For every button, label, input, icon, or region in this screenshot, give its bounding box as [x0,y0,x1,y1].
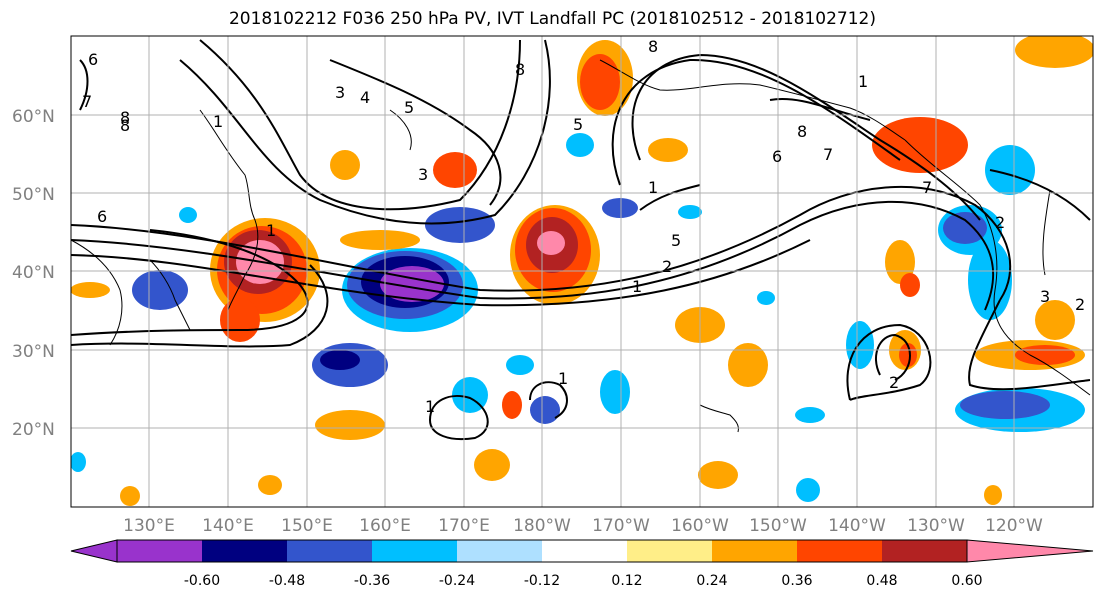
contour-label: 8 [515,60,525,79]
colorbar: -0.60 -0.48 -0.36 -0.24 -0.12 0.12 0.24 … [70,539,1094,589]
longitude-label: 180°W [513,516,571,536]
contour-label: 7 [922,178,932,197]
longitude-label: 160°W [671,516,729,536]
contour-label: 2 [662,257,672,276]
longitude-label: 140°W [828,516,886,536]
grid-lines [71,36,1093,507]
colorbar-segment [797,540,882,562]
colorbar-extend-low [70,539,118,563]
longitude-label: 150°E [281,516,333,536]
contour-label: 8 [797,122,807,141]
coastlines [71,59,1091,433]
latitude-label: 20°N [12,420,55,440]
colorbar-segment [627,540,712,562]
latitude-label: 50°N [12,185,55,205]
colorbar-segment [712,540,797,562]
colorbar-segment [457,540,542,562]
colorbar-tick-label: -0.36 [354,573,390,589]
contour-label: 8 [120,116,130,135]
colorbar-tick-label: -0.12 [524,573,560,589]
map-title: 2018102212 F036 250 hPa PV, IVT Landfall… [228,9,876,29]
contour-label: 1 [266,221,276,240]
contour-label: 1 [648,178,658,197]
contour-label: 8 [120,108,130,127]
contour-label: 1 [632,277,642,296]
longitude-label: 130°W [907,516,965,536]
contour-label: 7 [82,92,92,111]
colorbar-segment [117,540,202,562]
longitude-label: 140°E [202,516,254,536]
contour-label: 3 [418,165,428,184]
contour-label: 3 [335,83,345,102]
contour-label: 2 [889,373,899,392]
contour-label: 1 [858,72,868,91]
contour-label: 7 [823,145,833,164]
colorbar-tick-label: 0.12 [611,573,642,589]
contour-label: 5 [404,98,414,117]
longitude-label: 160°E [359,516,411,536]
colorbar-tick-label: 0.24 [696,573,727,589]
contour-label: 6 [88,50,98,69]
longitude-label: 170°W [592,516,650,536]
contour-label-group: 6 7 8 8 1 3 4 5 3 8 5 1 1 8 7 6 5 2 1 1 … [82,37,1085,416]
contour-label: 2 [995,213,1005,232]
contour-label: 5 [671,231,681,250]
contour-label: 2 [1075,295,1085,314]
contour-label: 1 [425,397,435,416]
ivt-contours [71,39,1091,440]
longitude-label: 150°W [749,516,807,536]
colorbar-tick-label: 0.36 [781,573,812,589]
contour-label: 4 [360,88,370,107]
contour-label: 6 [772,147,782,166]
longitude-label: 130°E [123,516,175,536]
contour-label: 6 [97,207,107,226]
latitude-label: 40°N [12,263,55,283]
longitude-label: 120°W [985,516,1043,536]
longitude-axis: 130°E 140°E 150°E 160°E 170°E 180°W 170°… [123,516,1043,536]
latitude-label: 60°N [12,107,55,127]
contour-label: 1 [558,369,568,388]
colorbar-tick-label: 0.48 [866,573,897,589]
colorbar-tick-label: 0.60 [951,573,982,589]
colorbar-frame [116,539,968,563]
colorbar-tick-label: -0.24 [439,573,475,589]
colorbar-segment [882,540,967,562]
contour-label: 5 [573,115,583,134]
colorbar-segment [202,540,287,562]
colorbar-tick-label: -0.60 [184,573,220,589]
latitude-axis: 20°N 30°N 40°N 50°N 60°N [12,107,55,440]
contour-label: 3 [1040,287,1050,306]
colorbar-tick-label: -0.48 [269,573,305,589]
colorbar-segment [542,540,627,562]
latitude-label: 30°N [12,342,55,362]
longitude-label: 170°E [438,516,490,536]
colorbar-segment [287,540,372,562]
colorbar-extend-high [966,539,1094,563]
colorbar-segment [372,540,457,562]
contour-label: 1 [213,112,223,131]
contour-label: 8 [648,37,658,56]
map-frame [70,35,1094,508]
